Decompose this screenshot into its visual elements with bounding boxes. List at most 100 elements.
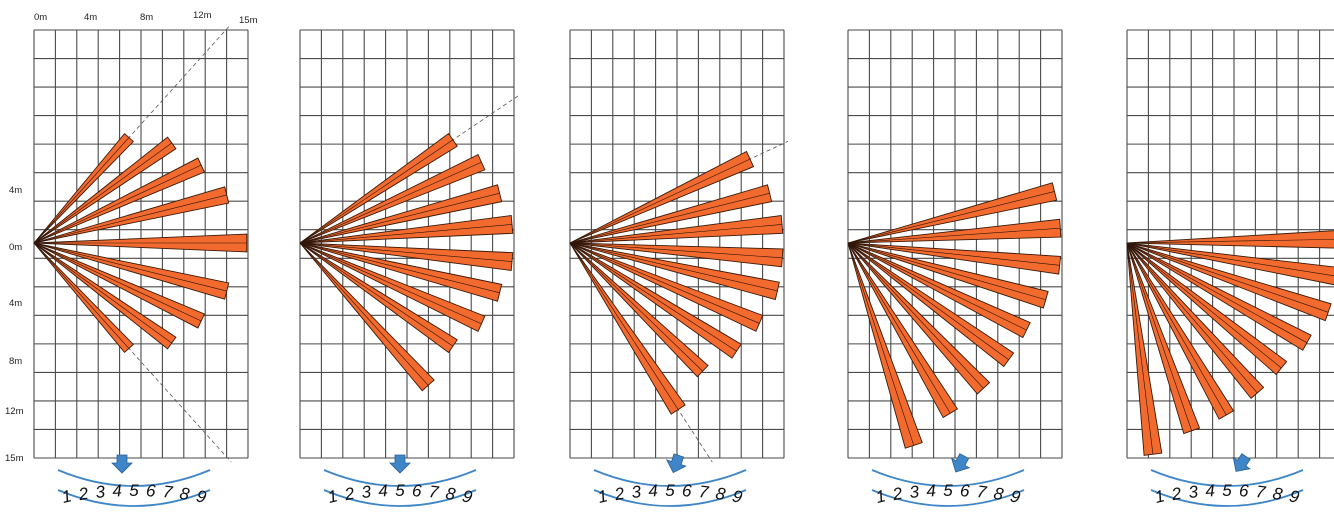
dial-digit-8: 8 bbox=[444, 484, 457, 505]
dial-arrow-shape bbox=[389, 454, 411, 474]
dial-digit-2: 2 bbox=[342, 484, 356, 505]
beam-center-line bbox=[33, 137, 130, 244]
beam-center-line bbox=[33, 242, 130, 349]
dial-digit-4: 4 bbox=[112, 481, 123, 501]
dial-digit-5: 5 bbox=[1222, 481, 1232, 500]
dial-arc-upper bbox=[871, 469, 1025, 487]
beams bbox=[847, 182, 1062, 449]
dial-digit-1: 1 bbox=[60, 486, 74, 507]
dial-digit-1: 1 bbox=[326, 486, 340, 507]
side-axis-label-1: 0m bbox=[9, 242, 22, 253]
beam-center-line bbox=[1126, 242, 1329, 313]
beam-center-line bbox=[847, 242, 951, 414]
dial-digit-1: 1 bbox=[596, 486, 610, 507]
side-axis-label-4: 12m bbox=[5, 406, 24, 417]
dial-digit-1: 1 bbox=[1153, 486, 1167, 507]
beam-center-line bbox=[847, 242, 984, 389]
dial-digit-6: 6 bbox=[146, 481, 157, 501]
dial-digit-7: 7 bbox=[976, 482, 988, 502]
panel-grid bbox=[33, 29, 249, 459]
dial-arc-upper bbox=[593, 469, 747, 487]
dial-digit-8: 8 bbox=[714, 484, 727, 505]
top-axis-label-2: 8m bbox=[140, 12, 153, 23]
beam-center-line bbox=[569, 242, 778, 292]
dial-digit-5: 5 bbox=[943, 481, 953, 500]
beam-center-line bbox=[1126, 242, 1193, 432]
dial-digit-7: 7 bbox=[1255, 482, 1267, 502]
beam-center-line bbox=[33, 194, 227, 244]
dial-digit-8: 8 bbox=[178, 484, 191, 505]
beam-center-line bbox=[1126, 242, 1154, 455]
dial-digit-4: 4 bbox=[648, 481, 659, 501]
dial-digit-8: 8 bbox=[1271, 484, 1284, 505]
beam-center-line bbox=[569, 192, 770, 244]
beam-center-line bbox=[1126, 242, 1227, 416]
beam-center-line bbox=[299, 224, 513, 244]
dial-arrow-icon bbox=[1232, 453, 1251, 472]
dial-digit-9: 9 bbox=[730, 486, 744, 507]
dial-digit-2: 2 bbox=[890, 484, 904, 505]
beams bbox=[33, 132, 248, 354]
dial-arc-upper bbox=[1150, 469, 1304, 487]
dial-digit-3: 3 bbox=[1187, 482, 1199, 502]
dial-digit-9: 9 bbox=[1008, 486, 1022, 507]
dial-arc-lower bbox=[1150, 489, 1304, 507]
dial-digit-5: 5 bbox=[395, 481, 405, 500]
beam-center-line bbox=[299, 242, 482, 325]
dial-digit-3: 3 bbox=[630, 482, 642, 502]
dial-arrow-shape bbox=[950, 453, 971, 473]
beam-center-line bbox=[299, 192, 500, 244]
beam-center-line bbox=[569, 242, 679, 410]
beam-center-line bbox=[1126, 242, 1308, 344]
side-axis-label-5: 15m bbox=[5, 453, 24, 464]
beam-center-line bbox=[33, 242, 227, 292]
beam-2 bbox=[1126, 242, 1334, 286]
dial-arc-lower bbox=[593, 489, 747, 507]
dial-arrow-icon bbox=[666, 453, 687, 474]
beams bbox=[1126, 230, 1334, 456]
dial-digit-2: 2 bbox=[76, 484, 90, 505]
dial-digit-4: 4 bbox=[378, 481, 389, 501]
side-axis-label-2: 4m bbox=[9, 298, 22, 309]
beam-center-line bbox=[569, 158, 751, 244]
beam-center-line bbox=[569, 242, 760, 324]
dial-digit-7: 7 bbox=[162, 482, 174, 502]
beam-center-line bbox=[847, 242, 1010, 361]
side-axis-labels: 4m 0m 4m 8m 12m 15m bbox=[5, 185, 24, 464]
dial-digit-9: 9 bbox=[460, 486, 474, 507]
dial-arc-lower bbox=[57, 489, 211, 507]
dial-arrow-icon bbox=[389, 454, 411, 474]
side-axis-label-3: 8m bbox=[9, 356, 22, 367]
beam-center-line bbox=[299, 242, 500, 294]
beam-center-line bbox=[847, 242, 915, 446]
dial-digit-3: 3 bbox=[94, 482, 106, 502]
dial-digit-9: 9 bbox=[1287, 486, 1301, 507]
dial-arrow-shape bbox=[666, 453, 687, 474]
beam-center-line bbox=[33, 242, 202, 322]
dial-arrow-icon bbox=[111, 454, 133, 474]
dial-digit-2: 2 bbox=[612, 484, 626, 505]
top-axis-label-3: 12m bbox=[193, 10, 212, 21]
dial-digit-5: 5 bbox=[665, 481, 675, 500]
dial-arc-lower bbox=[871, 489, 1025, 507]
beam-center-line bbox=[33, 142, 173, 244]
beams bbox=[299, 132, 514, 392]
side-axis-label-0: 4m bbox=[9, 185, 22, 196]
beam-center-line bbox=[1126, 242, 1258, 394]
beams bbox=[569, 150, 784, 415]
beam-center-line bbox=[569, 242, 737, 352]
beam-center-line bbox=[847, 242, 1027, 331]
dial-digit-6: 6 bbox=[682, 481, 693, 501]
beam-center-line bbox=[299, 139, 454, 244]
dial-digit-7: 7 bbox=[428, 482, 440, 502]
dial-digit-9: 9 bbox=[194, 486, 208, 507]
top-axis-label-1: 4m bbox=[84, 12, 97, 23]
dial-arrow-icon bbox=[950, 453, 971, 473]
